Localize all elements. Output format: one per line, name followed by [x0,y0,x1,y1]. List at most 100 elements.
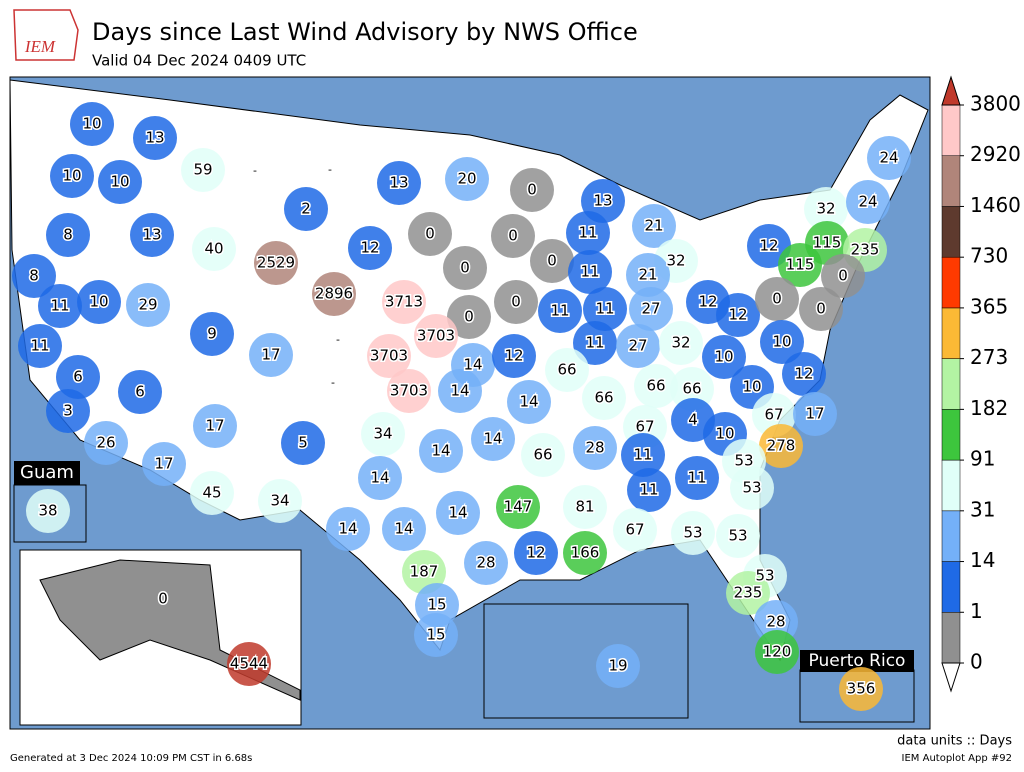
office-area [445,157,489,201]
office-area [193,404,237,448]
office-label: 0 [460,259,470,277]
office-label: 235 [734,584,763,602]
office-area [573,321,617,365]
colorbar-over [941,75,961,106]
office-area [545,348,589,392]
office-label: 278 [767,437,796,455]
office-label: 13 [389,174,408,192]
office-label: 13 [145,129,164,147]
office-area [26,489,70,533]
hawaii-inset [483,603,689,719]
office-label: 2 [301,200,311,218]
office-area [46,389,90,433]
office-label: 12 [698,293,717,311]
office-label: 19 [608,657,627,675]
office-area [414,613,458,657]
office-area [254,241,298,285]
office-area [142,442,186,486]
office-area [12,254,56,298]
office-area [192,227,236,271]
office-area [408,212,452,256]
office-label: 27 [628,337,647,355]
office-area [361,412,405,456]
office-label: 3703 [370,347,408,365]
office-label: 24 [858,193,877,211]
office-area [358,456,402,500]
office-label: 32 [671,334,690,352]
office-label: 14 [519,393,538,411]
office-area [419,429,463,473]
office-area [281,421,325,465]
missing-label: - [328,163,332,176]
missing-label: - [331,376,335,389]
office-label: 10 [772,333,791,351]
office-area [759,424,803,468]
office-area [730,466,774,510]
office-label: 59 [193,161,212,179]
office-label: 66 [646,377,665,395]
office-label: 4 [688,411,698,429]
office-area [716,293,760,337]
office-label: 11 [633,446,652,464]
pr-label-bg [800,650,914,672]
office-label: 14 [448,504,467,522]
office-area [530,239,574,283]
office-area [839,667,883,711]
office-area [447,295,491,339]
office-label: 14 [338,520,357,538]
colorbar-segment [941,206,961,258]
colorbar-label: 1460 [970,193,1021,217]
logo: IEM [13,9,79,61]
office-label: 10 [82,115,101,133]
office-area [494,280,538,324]
office-label: 17 [805,405,824,423]
office-area [367,334,411,378]
office-label: 17 [205,417,224,435]
office-label: 235 [851,241,880,259]
office-label: 66 [557,361,576,379]
office-label: 28 [766,613,785,631]
office-area [514,531,558,575]
office-area [284,187,328,231]
office-label: 11 [580,263,599,281]
office-label: 34 [373,425,392,443]
office-label: 5 [298,434,308,452]
colorbar-label: 2920 [970,142,1021,166]
office-label: 11 [687,469,706,487]
office-area [402,550,446,594]
office-label: 12 [360,239,379,257]
generated: Generated at 3 Dec 2024 10:09 PM CST in … [10,753,252,764]
office-area [755,277,799,321]
colorbar-segment [941,561,961,613]
office-area [141,577,185,621]
office-area [181,148,225,192]
office-area [626,253,670,297]
office-label: 21 [638,266,657,284]
office-area [326,507,370,551]
office-label: 0 [464,308,474,326]
office-label: 67 [625,521,644,539]
colorbar-segment [941,459,961,512]
office-area [491,214,535,258]
colorbar-segment [941,307,961,359]
office-label: 17 [154,455,173,473]
office-label: 40 [204,240,223,258]
office-area [348,226,392,270]
office-label: 14 [370,469,389,487]
office-label: 53 [683,524,702,542]
office-area [755,630,799,674]
office-label: 15 [427,596,446,614]
office-label: 53 [734,452,753,470]
office-area [436,491,480,535]
colorbar-segment [941,104,961,156]
office-label: 53 [728,527,747,545]
office-area [438,369,482,413]
office-label: 14 [463,356,482,374]
office-area [629,287,673,331]
office-area [98,160,142,204]
colorbar-label: 0 [970,650,983,674]
office-area [563,485,607,529]
app: IEM Autoplot App #92 [902,753,1012,764]
office-label: 10 [89,293,108,311]
office-label: 38 [38,502,57,520]
